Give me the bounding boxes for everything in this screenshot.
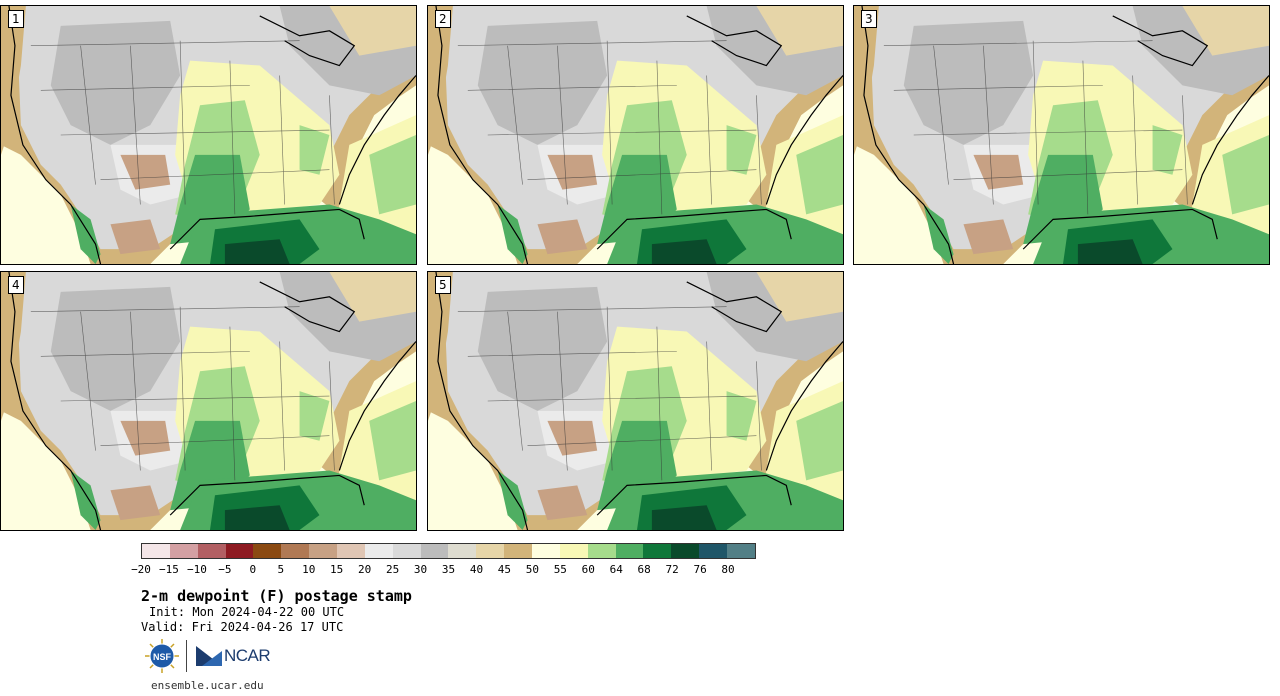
colorbar-swatch xyxy=(169,544,198,558)
dewpoint-map-5 xyxy=(428,272,843,530)
colorbar-tick-label: 30 xyxy=(413,563,428,576)
colorbar-tick-label: 80 xyxy=(721,563,735,576)
colorbar-swatch xyxy=(142,544,170,558)
member-label: 1 xyxy=(8,10,24,28)
colorbar-swatch xyxy=(337,544,365,558)
colorbar-tick-label: 68 xyxy=(637,563,651,576)
colorbar-swatch xyxy=(727,544,755,558)
colorbar-swatch xyxy=(699,544,728,558)
colorbar-swatch xyxy=(615,544,644,558)
colorbar-swatch xyxy=(197,544,226,558)
init-time: Init: Mon 2024-04-22 00 UTC xyxy=(149,605,345,619)
colorbar-tick-label: −5 xyxy=(218,563,232,576)
colorbar-swatch xyxy=(281,544,310,558)
colorbar-tick-label: 10 xyxy=(302,563,316,576)
colorbar-swatch xyxy=(476,544,505,558)
nsf-logo: NSF xyxy=(145,639,179,673)
chart-title: 2-m dewpoint (F) postage stamp xyxy=(141,587,412,605)
ncar-emblem-icon xyxy=(196,646,222,666)
colorbar-swatch xyxy=(532,544,560,558)
dewpoint-map-4 xyxy=(1,272,416,530)
colorbar-swatch xyxy=(392,544,421,558)
colorbar-tick-label: 50 xyxy=(525,563,539,576)
member-label: 2 xyxy=(435,10,451,28)
colorbar-tick-label: −15 xyxy=(159,563,179,576)
colorbar-tick-label: 25 xyxy=(385,563,400,576)
colorbar-swatch xyxy=(559,544,588,558)
colorbar xyxy=(141,543,756,559)
colorbar-swatch xyxy=(587,544,616,558)
valid-time: Valid: Fri 2024-04-26 17 UTC xyxy=(141,620,344,634)
ncar-logo: NCAR xyxy=(196,646,271,666)
colorbar-swatch xyxy=(420,544,449,558)
map-panel-2: 2 xyxy=(427,5,844,265)
map-panel-3: 3 xyxy=(853,5,1270,265)
colorbar-swatch xyxy=(671,544,700,558)
colorbar-tick-label: 45 xyxy=(497,563,512,576)
logo-divider xyxy=(186,640,187,672)
map-panel-4: 4 xyxy=(0,271,417,531)
colorbar-tick-label: 76 xyxy=(693,563,707,576)
colorbar-tick-label: 40 xyxy=(469,563,484,576)
member-label: 5 xyxy=(435,276,451,294)
colorbar-swatch xyxy=(364,544,393,558)
member-label: 4 xyxy=(8,276,24,294)
colorbar-swatch xyxy=(643,544,672,558)
site-url[interactable]: ensemble.ucar.edu xyxy=(151,679,264,692)
colorbar-swatch xyxy=(448,544,477,558)
colorbar-tick-label: 60 xyxy=(581,563,595,576)
colorbar-swatch xyxy=(253,544,282,558)
colorbar-swatch xyxy=(309,544,338,558)
member-label: 3 xyxy=(861,10,877,28)
colorbar-tick-label: 72 xyxy=(665,563,679,576)
ncar-logo-text: NCAR xyxy=(224,646,271,665)
colorbar-tick-label: −10 xyxy=(186,563,207,576)
dewpoint-map-1 xyxy=(1,6,416,264)
dewpoint-map-2 xyxy=(428,6,843,264)
logos: NSF NCAR xyxy=(145,638,271,674)
colorbar-tick-label: 55 xyxy=(553,563,567,576)
colorbar-tick-label: 35 xyxy=(441,563,456,576)
colorbar-swatch xyxy=(504,544,533,558)
colorbar-tick-label: 20 xyxy=(358,563,372,576)
colorbar-tick-label: 64 xyxy=(609,563,623,576)
nsf-logo-text: NSF xyxy=(153,652,172,662)
colorbar-tick-label: −20 xyxy=(131,563,151,576)
map-panel-1: 1 xyxy=(0,5,417,265)
map-panel-5: 5 xyxy=(427,271,844,531)
colorbar-tick-label: 5 xyxy=(277,563,285,576)
dewpoint-map-3 xyxy=(854,6,1269,264)
colorbar-swatch xyxy=(225,544,254,558)
colorbar-tick-label: 15 xyxy=(330,563,344,576)
colorbar-tick-label: 0 xyxy=(249,563,257,576)
colorbar-tick-labels: −20 −15 −10 −5 0 5 10 15 20 25 30 35 40 45 50 55 60 64 68 7… xyxy=(131,563,756,577)
